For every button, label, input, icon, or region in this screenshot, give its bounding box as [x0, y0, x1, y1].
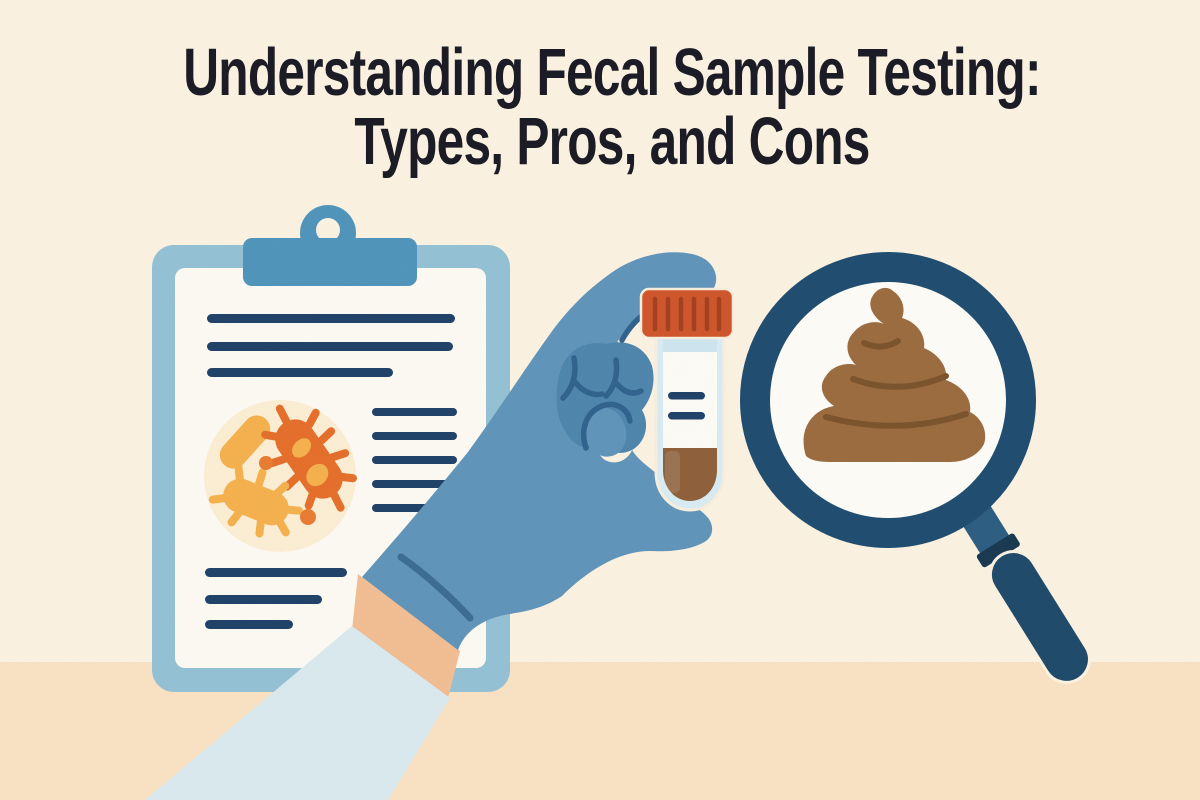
page-title-line2: Types, Pros, and Cons	[354, 104, 870, 179]
page-title: Understanding Fecal Sample Testing: Type…	[168, 38, 1056, 176]
page-title-line1: Understanding Fecal Sample Testing:	[183, 35, 1041, 110]
